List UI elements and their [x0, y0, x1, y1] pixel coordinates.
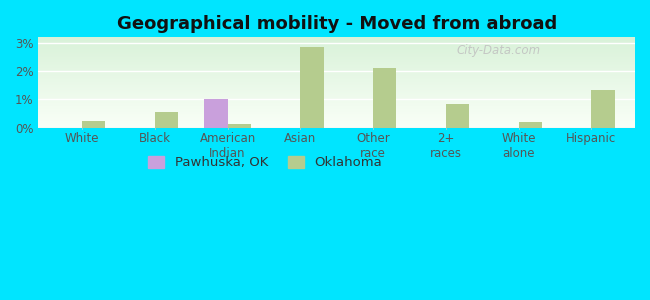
Bar [227, 124, 251, 127]
Legend: Pawhuska, OK, Oklahoma: Pawhuska, OK, Oklahoma [144, 152, 386, 173]
Text: City-Data.com: City-Data.com [456, 44, 540, 57]
Title: Geographical mobility - Moved from abroad: Geographical mobility - Moved from abroa… [116, 15, 557, 33]
Bar [204, 99, 227, 128]
Bar [592, 89, 615, 128]
Bar [519, 122, 542, 128]
Bar [155, 112, 178, 128]
Bar [82, 122, 105, 128]
Bar [373, 68, 396, 128]
Bar [446, 104, 469, 128]
Bar [300, 47, 324, 128]
